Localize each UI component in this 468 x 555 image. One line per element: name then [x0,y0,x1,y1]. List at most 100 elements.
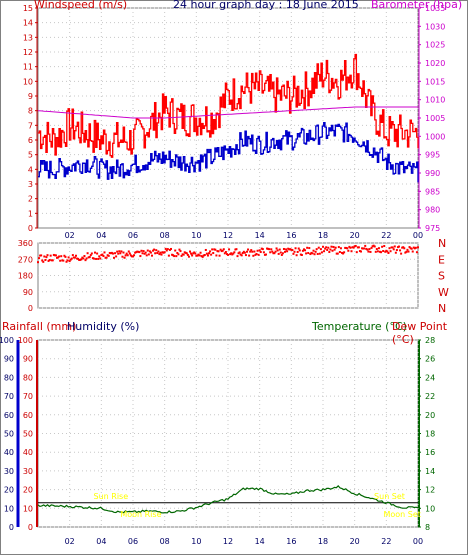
temp-tick-label: 28 [425,336,435,345]
direction-point [126,254,129,257]
direction-point [85,257,88,260]
direction-point [354,244,357,247]
direction-point [260,247,263,250]
time-tick-label: 04 [96,231,106,240]
direction-point [171,253,174,256]
direction-point [310,251,313,254]
direction-point [367,250,370,253]
direction-point [404,251,407,254]
direction-point [396,246,399,249]
humidity-tick-label: 10 [23,504,33,513]
direction-point [122,251,125,254]
direction-point [290,248,293,251]
direction-point [79,258,82,261]
direction-point [298,249,301,252]
rain-tick-label: 100 [0,336,14,345]
moonset-label: Moon Set [383,510,420,519]
direction-point [76,257,79,260]
direction-point [185,252,188,255]
direction-point [108,251,111,254]
baro-tick-label: 1020 [425,59,445,68]
temperature-label: Temperature (°C) [312,320,407,333]
wind-tick-label: 4 [28,165,33,174]
direction-point [209,250,212,253]
baro-tick-label: 1030 [425,22,445,31]
direction-tick-label: 90 [23,288,33,297]
direction-point [221,249,224,252]
direction-point [179,250,182,253]
baro-tick-label: 985 [425,187,440,196]
direction-point [391,246,394,249]
direction-point [104,256,107,259]
direction-point [198,254,201,257]
direction-point [289,248,292,251]
direction-point [412,246,415,249]
wind-tick-label: 10 [23,77,33,86]
temperature-line [37,485,419,514]
baro-tick-label: 980 [425,206,440,215]
temp-time-tick-label: 12 [223,537,233,546]
compass-label: W [438,286,449,299]
direction-point [280,253,283,256]
direction-point [316,252,319,255]
direction-point [325,246,328,249]
wind-tick-label: 15 [23,4,33,13]
direction-point [315,248,318,251]
time-tick-label: 14 [255,231,265,240]
direction-point [313,253,316,256]
rain-tick-label: 90 [4,355,14,364]
direction-point [407,250,410,253]
direction-point [287,247,290,250]
direction-point [237,252,240,255]
direction-point [88,255,91,258]
direction-tick-label: 0 [28,304,33,313]
direction-point [208,252,210,255]
direction-point [385,249,388,252]
direction-point [149,251,152,254]
direction-point [243,251,246,254]
sunset-label: Sun Set [374,492,405,501]
direction-point [363,247,366,250]
direction-point [249,250,252,253]
direction-point [382,249,385,252]
direction-point [70,257,73,260]
direction-point [59,259,62,262]
direction-point [38,257,41,260]
direction-point [399,249,402,252]
direction-point [256,249,259,252]
direction-point [281,252,284,255]
barometer-label: Barometer (hpa) [371,0,463,11]
direction-point [349,246,352,249]
direction-point [95,257,98,260]
direction-point [63,254,66,257]
direction-point [295,254,298,257]
direction-point [191,254,194,257]
direction-point [187,255,190,258]
humidity-tick-label: 100 [18,336,33,345]
direction-point [111,252,114,255]
direction-point [69,258,72,261]
direction-point [228,248,231,251]
direction-point [87,256,90,259]
humidity-tick-label: 20 [23,486,33,495]
direction-point [409,247,412,250]
compass-label: N [438,237,446,250]
direction-point [86,252,89,255]
direction-point [137,250,140,253]
direction-point [129,254,132,257]
direction-point [199,251,202,254]
direction-point [81,256,84,259]
direction-point [405,250,408,253]
direction-point [357,246,360,249]
direction-point [216,250,219,253]
direction-point [106,254,109,257]
direction-point [47,259,50,262]
direction-point [37,261,39,264]
direction-point [319,248,322,251]
direction-point [414,246,417,249]
direction-point [138,251,141,254]
temp-tick-label: 22 [425,392,435,401]
direction-point [306,246,309,249]
